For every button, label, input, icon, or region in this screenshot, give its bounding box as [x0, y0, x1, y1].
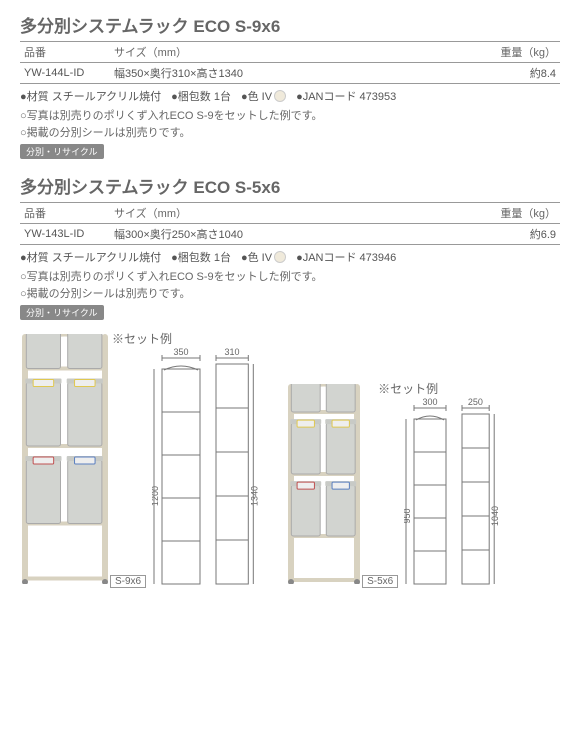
notes: ○写真は別売りのポリくず入れECO S-9をセットした例です。○掲載の分別シール…	[20, 108, 560, 141]
dimension-drawings: 35012003101340	[152, 348, 258, 588]
svg-text:310: 310	[225, 348, 240, 357]
spec-col-header: サイズ（mm）	[110, 42, 490, 63]
recycle-badge: 分別・リサイクル	[20, 305, 104, 320]
bullet-row: ●材質 スチールアクリル焼付 ●梱包数 1台 ●色 IV ●JANコード 473953	[20, 88, 560, 104]
spec-col-header: 重量（kg）	[490, 203, 560, 224]
note-line: ○掲載の分別シールは別売りです。	[20, 286, 560, 303]
bullet-item: ●材質 スチールアクリル焼付	[20, 249, 161, 265]
bullet-row: ●材質 スチールアクリル焼付 ●梱包数 1台 ●色 IV ●JANコード 473946	[20, 249, 560, 265]
note-line: ○写真は別売りのポリくず入れECO S-9をセットした例です。	[20, 108, 560, 125]
svg-text:1200: 1200	[152, 486, 160, 506]
spec-table: 品番サイズ（mm）重量（kg） YW-143L-ID幅300×奥行250×高さ10…	[20, 202, 560, 245]
spec-cell: 幅300×奥行250×高さ1040	[110, 224, 490, 245]
svg-text:250: 250	[468, 398, 483, 407]
spec-cell: 幅350×奥行310×高さ1340	[110, 63, 490, 84]
bullet-item: ●JANコード 473953	[296, 88, 396, 104]
product-title: 多分別システムラック ECO S-5x6	[20, 173, 560, 198]
spec-col-header: サイズ（mm）	[110, 203, 490, 224]
product-title: 多分別システムラック ECO S-9x6	[20, 12, 560, 37]
product-block: 多分別システムラック ECO S-9x6 品番サイズ（mm）重量（kg） YW-14…	[20, 12, 560, 159]
bullet-item: ●色 IV	[241, 249, 286, 265]
model-label: S-5x6	[362, 575, 398, 588]
bullet-item: ●色 IV	[241, 88, 286, 104]
bullet-item: ●梱包数 1台	[171, 249, 231, 265]
bullet-item: ●梱包数 1台	[171, 88, 231, 104]
note-line: ○掲載の分別シールは別売りです。	[20, 125, 560, 142]
model-label: S-9x6	[110, 575, 146, 588]
spec-cell: 約8.4	[490, 63, 560, 84]
spec-cell: 約6.9	[490, 224, 560, 245]
set-example-label: ※セット例	[112, 330, 172, 347]
product-block: 多分別システムラック ECO S-5x6 品番サイズ（mm）重量（kg） YW-14…	[20, 173, 560, 320]
recycle-badge: 分別・リサイクル	[20, 144, 104, 159]
spec-col-header: 品番	[20, 42, 110, 63]
spec-col-header: 重量（kg）	[490, 42, 560, 63]
spec-col-header: 品番	[20, 203, 110, 224]
set-example-label: ※セット例	[378, 380, 438, 397]
svg-text:950: 950	[404, 508, 412, 523]
rack-illustration: S-9x6	[20, 334, 146, 588]
notes: ○写真は別売りのポリくず入れECO S-9をセットした例です。○掲載の分別シール…	[20, 269, 560, 302]
svg-text:350: 350	[174, 348, 189, 357]
svg-text:300: 300	[423, 398, 438, 407]
diagram-set: ※セット例S-5x63009502501040	[286, 384, 498, 588]
spec-cell: YW-143L-ID	[20, 224, 110, 245]
bullet-item: ●JANコード 473946	[296, 249, 396, 265]
color-swatch	[274, 90, 286, 102]
spec-table: 品番サイズ（mm）重量（kg） YW-144L-ID幅350×奥行310×高さ13…	[20, 41, 560, 84]
diagram-set: ※セット例S-9x635012003101340	[20, 334, 258, 588]
note-line: ○写真は別売りのポリくず入れECO S-9をセットした例です。	[20, 269, 560, 286]
spec-cell: YW-144L-ID	[20, 63, 110, 84]
color-swatch	[274, 251, 286, 263]
dimension-drawings: 3009502501040	[404, 398, 498, 588]
bullet-item: ●材質 スチールアクリル焼付	[20, 88, 161, 104]
rack-illustration: S-5x6	[286, 384, 398, 588]
